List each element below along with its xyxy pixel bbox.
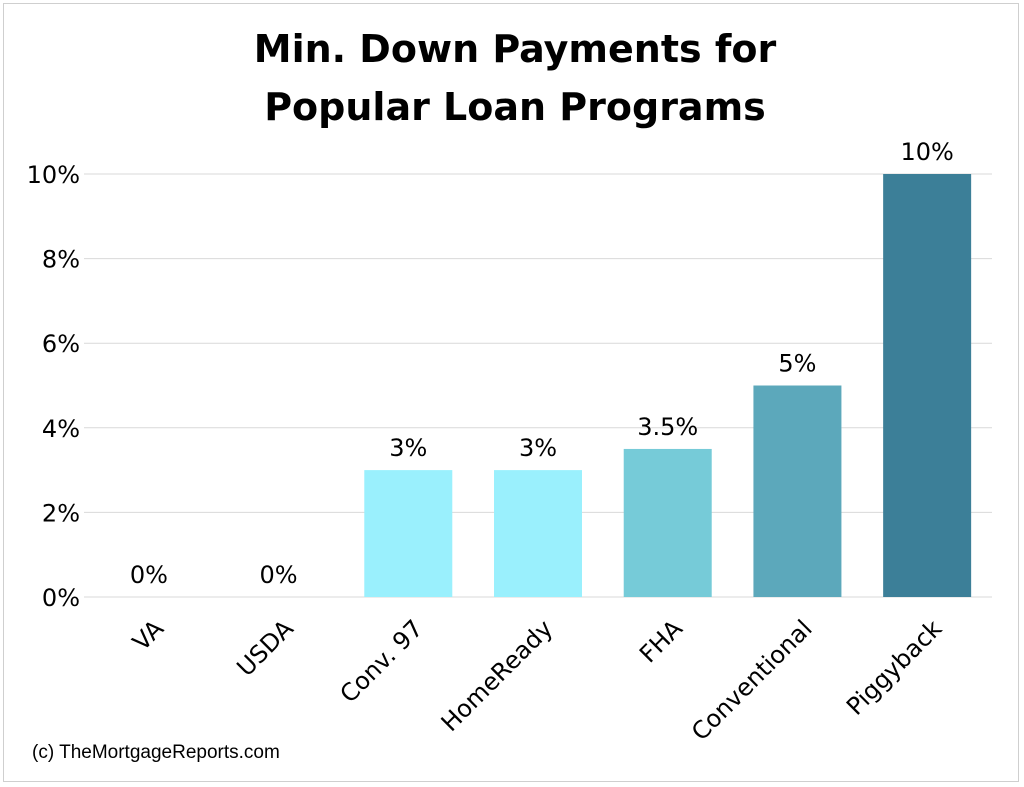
y-tick-label: 0% — [42, 584, 80, 612]
y-tick-label: 6% — [42, 330, 80, 358]
y-tick-label: 4% — [42, 415, 80, 443]
x-category-label: USDA — [231, 614, 299, 682]
x-category-label: Conventional — [686, 614, 818, 746]
data-label: 3% — [389, 434, 427, 462]
y-tick-label: 10% — [27, 161, 80, 189]
credit-text: (c) TheMortgageReports.com — [32, 742, 280, 763]
x-category-label: HomeReady — [436, 614, 559, 737]
bar-piggyback — [883, 174, 972, 597]
bar-conventional — [753, 385, 842, 597]
data-label: 5% — [778, 350, 816, 378]
x-category-label: VA — [127, 614, 169, 656]
data-label: 10% — [900, 138, 953, 166]
data-label: 0% — [260, 561, 298, 589]
data-labels: 0% 0% 3% 3% 3.5% 5% 10% — [130, 138, 954, 589]
data-label: 3.5% — [637, 413, 698, 441]
chart-title-line-1: Min. Down Payments for — [254, 27, 777, 71]
x-category-label: FHA — [634, 614, 688, 668]
y-axis-ticks: 0% 2% 4% 6% 8% 10% — [27, 161, 80, 612]
y-tick-label: 8% — [42, 246, 80, 274]
data-label: 3% — [519, 434, 557, 462]
chart-title-line-2: Popular Loan Programs — [264, 85, 766, 129]
bars — [364, 174, 972, 597]
y-tick-label: 2% — [42, 499, 80, 527]
chart-frame — [3, 3, 1019, 782]
x-category-label: Conv. 97 — [335, 614, 429, 708]
data-label: 0% — [130, 561, 168, 589]
x-category-label: Piggyback — [841, 614, 947, 720]
bar-conv-97 — [364, 470, 453, 597]
chart-title: Min. Down Payments for Popular Loan Prog… — [254, 27, 777, 129]
bar-homeready — [494, 470, 582, 597]
bar-fha — [623, 448, 712, 597]
